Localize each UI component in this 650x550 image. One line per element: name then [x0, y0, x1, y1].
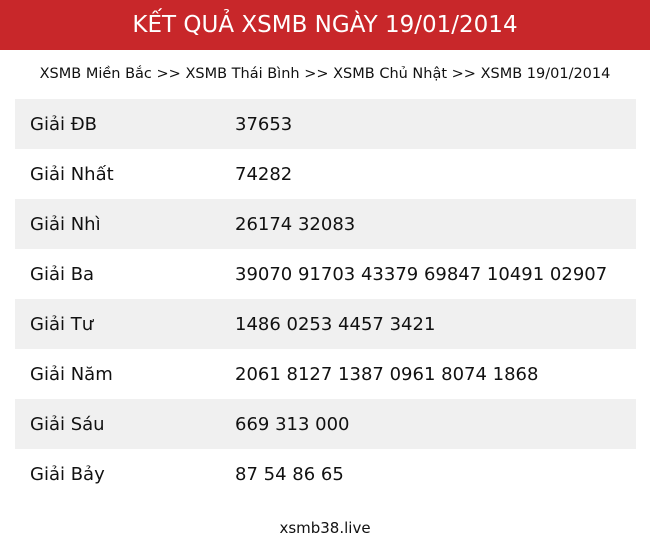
table-row: Giải Sáu 669 313 000 [15, 399, 636, 449]
prize-value: 2061 8127 1387 0961 8074 1868 [235, 363, 539, 385]
table-row: Giải Năm 2061 8127 1387 0961 8074 1868 [15, 349, 636, 399]
breadcrumb-separator: >> [304, 66, 329, 82]
breadcrumb-separator: >> [451, 66, 476, 82]
breadcrumb: XSMB Miền Bắc >> XSMB Thái Bình >> XSMB … [0, 66, 650, 82]
prize-value: 37653 [235, 113, 293, 135]
prize-label: Giải Nhất [30, 163, 114, 185]
prize-value: 1486 0253 4457 3421 [235, 313, 436, 335]
results-table: Giải ĐB 37653 Giải Nhất 74282 Giải Nhì 2617… [15, 99, 636, 499]
prize-label: Giải Bảy [30, 463, 105, 485]
prize-value: 74282 [235, 163, 293, 185]
table-row: Giải Bảy 87 54 86 65 [15, 449, 636, 499]
prize-label: Giải Sáu [30, 413, 105, 435]
prize-label: Giải Năm [30, 363, 113, 385]
table-row: Giải Nhất 74282 [15, 149, 636, 199]
page-title: KẾT QUẢ XSMB NGÀY 19/01/2014 [132, 12, 518, 38]
breadcrumb-item[interactable]: XSMB Miền Bắc [39, 66, 152, 82]
breadcrumb-item[interactable]: XSMB Thái Bình [185, 66, 300, 82]
table-row: Giải Tư 1486 0253 4457 3421 [15, 299, 636, 349]
table-row: Giải Nhì 26174 32083 [15, 199, 636, 249]
breadcrumb-item[interactable]: XSMB Chủ Nhật [333, 66, 448, 82]
prize-value: 87 54 86 65 [235, 463, 344, 485]
table-row: Giải ĐB 37653 [15, 99, 636, 149]
footer-site: xsmb38.live [279, 519, 371, 537]
prize-value: 669 313 000 [235, 413, 350, 435]
prize-value: 39070 91703 43379 69847 10491 02907 [235, 263, 608, 285]
prize-label: Giải Nhì [30, 213, 101, 235]
prize-label: Giải Ba [30, 263, 95, 285]
breadcrumb-separator: >> [156, 66, 181, 82]
table-row: Giải Ba 39070 91703 43379 69847 10491 029… [15, 249, 636, 299]
prize-label: Giải ĐB [30, 113, 97, 135]
prize-value: 26174 32083 [235, 213, 356, 235]
page-header: KẾT QUẢ XSMB NGÀY 19/01/2014 [0, 0, 650, 50]
prize-label: Giải Tư [30, 313, 94, 335]
breadcrumb-item[interactable]: XSMB 19/01/2014 [480, 66, 611, 82]
